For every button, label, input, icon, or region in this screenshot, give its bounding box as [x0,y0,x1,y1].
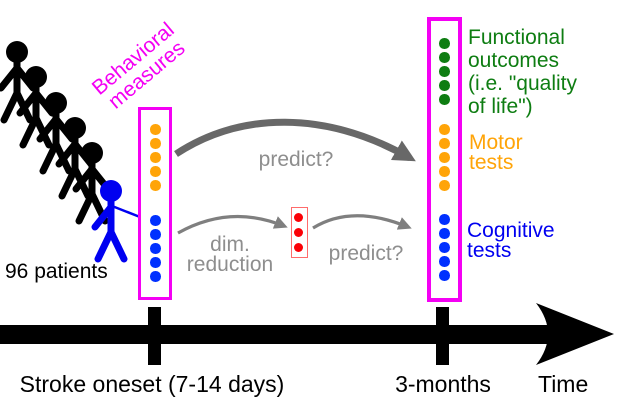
dot [439,166,450,177]
predict-question-bottom: predict? [328,242,404,265]
functional-outcomes-label: Functional outcomes (i.e. "quality of li… [468,26,577,118]
dot [294,228,303,237]
dot [439,124,450,135]
dot [439,228,450,239]
followup-motor-dots [439,124,450,191]
dot [294,213,303,222]
timeline-tick-followup [436,307,449,365]
dot [439,152,450,163]
followup-cognitive-dots [439,214,450,281]
timeline-shaft [0,325,552,344]
reduced-dimension-dots [294,213,303,252]
predict-arrow-big [174,118,416,162]
dot [150,257,161,268]
dot [439,270,450,281]
dot [439,38,450,49]
dot [439,138,450,149]
dot [150,180,161,191]
timeline-axis-label: Time [538,371,589,397]
dot [439,214,450,225]
followup-functional-dots [439,38,450,105]
dim-reduction-arrow [177,214,288,235]
dot [294,243,303,252]
dot [150,152,161,163]
predict-arrow-small [312,214,412,230]
dot [150,229,161,240]
baseline-motor-dots [150,124,161,191]
timeline-end-label: 3-months [395,371,491,397]
dot [150,138,161,149]
dot [439,66,450,77]
timeline-tick-baseline [148,307,161,365]
dot [439,242,450,253]
dot [439,80,450,91]
dot [439,94,450,105]
patients-count-label: 96 patients [5,260,108,283]
dot [150,215,161,226]
baseline-cognitive-dots [150,215,161,282]
dim-reduction-label: dim. reduction [186,233,274,276]
dot [439,180,450,191]
timeline-arrowhead-icon [536,303,614,365]
dot [150,243,161,254]
predict-question-top: predict? [258,148,334,171]
dot [150,166,161,177]
dot [439,52,450,63]
dot [150,271,161,282]
dot [150,124,161,135]
dot [439,256,450,267]
highlighted-patient-figure-icon [95,180,140,259]
motor-tests-label: Motor tests [469,131,523,174]
timeline-start-label: Stroke oneset (7-14 days) [19,371,285,397]
timeline-arrow [0,303,614,365]
cognitive-tests-label: Cognitive tests [467,219,555,262]
